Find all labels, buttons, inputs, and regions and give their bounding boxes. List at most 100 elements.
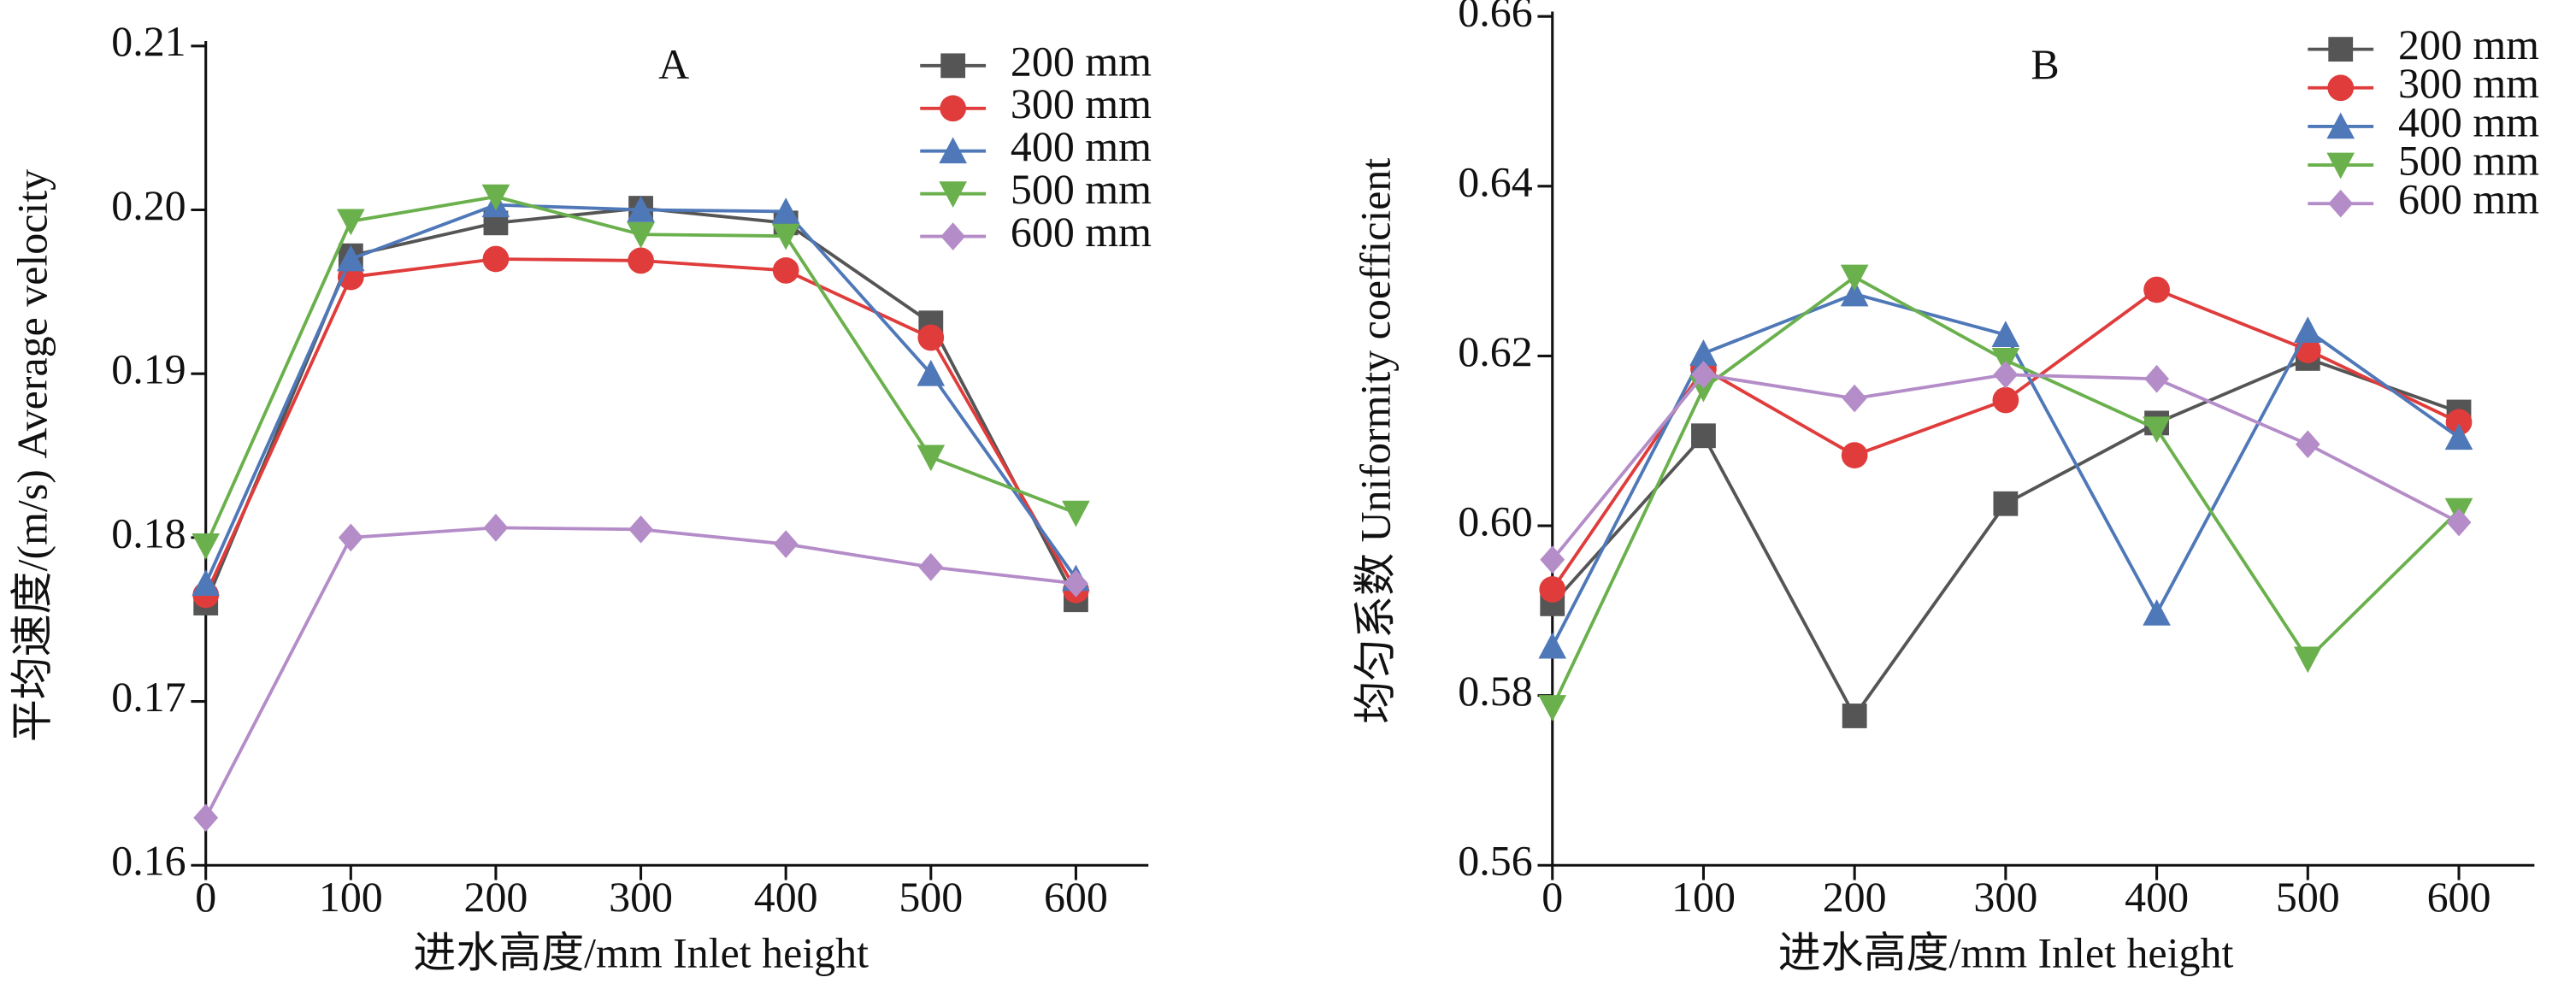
legend-marker [2327, 74, 2355, 102]
chart-title: A [658, 40, 689, 88]
marker [1993, 491, 2019, 516]
marker [483, 514, 509, 542]
marker [192, 569, 221, 596]
x-axis-label: 进水高度/mm Inlet height [1778, 928, 2234, 976]
x-tick-label: 0 [1541, 873, 1563, 921]
marker [482, 245, 510, 273]
legend-label: 400 mm [1011, 122, 1152, 170]
marker [2446, 508, 2472, 537]
marker [917, 324, 945, 351]
y-tick-label: 0.56 [1458, 837, 1532, 885]
x-tick-label: 400 [754, 873, 818, 921]
legend-label: 500 mm [1011, 165, 1152, 213]
legend-marker [2328, 189, 2354, 218]
series-line [203, 526, 1076, 819]
y-tick-label: 0.64 [1458, 157, 1532, 205]
legend-marker [2328, 37, 2354, 62]
legend-label: 300 mm [2398, 59, 2539, 107]
x-tick-label: 100 [319, 873, 383, 921]
x-tick-label: 500 [2276, 873, 2340, 921]
legend-label: 200 mm [2398, 21, 2539, 68]
marker [773, 530, 799, 558]
x-tick-label: 600 [1044, 873, 1108, 921]
marker [2444, 423, 2473, 450]
marker [336, 209, 365, 236]
legend-marker [940, 222, 966, 250]
marker [338, 523, 363, 552]
marker [628, 515, 653, 544]
y-tick-label: 0.16 [111, 837, 186, 885]
marker [2295, 430, 2320, 459]
marker [2293, 646, 2322, 674]
y-tick-label: 0.58 [1458, 667, 1532, 715]
marker [1691, 423, 1716, 449]
marker [2143, 598, 2171, 626]
marker [1538, 695, 1567, 721]
marker [1064, 569, 1088, 598]
marker [1842, 384, 1867, 413]
chart-title: B [2031, 40, 2059, 88]
legend-label: 400 mm [2398, 97, 2539, 145]
marker [1842, 704, 1867, 728]
marker [336, 244, 365, 272]
marker [1991, 321, 2020, 348]
legend-label: 200 mm [1011, 37, 1152, 85]
y-axis-label: 均匀系数 Uniformity coefficient [1352, 158, 1400, 724]
y-tick-label: 0.21 [111, 17, 186, 65]
x-tick-label: 300 [1973, 873, 2037, 921]
y-tick-label: 0.19 [111, 345, 186, 393]
marker [771, 223, 800, 250]
marker [627, 196, 655, 222]
y-axis-label: 平均速度/(m/s) Average velocity [8, 169, 56, 742]
legend-marker [2326, 152, 2355, 180]
legend-marker [940, 53, 966, 79]
marker [1062, 500, 1090, 527]
marker [1538, 632, 1567, 659]
legend-marker [939, 181, 967, 208]
marker [771, 197, 800, 224]
marker [1992, 386, 2019, 414]
legend-marker [2326, 112, 2355, 139]
marker [917, 445, 946, 472]
legend-label: 600 mm [1011, 208, 1152, 256]
marker [1840, 264, 1869, 291]
marker [1841, 442, 1868, 468]
marker [2143, 276, 2170, 303]
x-tick-label: 600 [2427, 873, 2491, 921]
y-tick-label: 0.18 [111, 509, 186, 556]
x-tick-label: 200 [1823, 873, 1887, 921]
x-tick-label: 400 [2125, 873, 2189, 921]
x-axis-label: 进水高度/mm Inlet height [413, 928, 869, 976]
x-tick-label: 100 [1671, 873, 1736, 921]
marker [917, 359, 946, 386]
marker [1840, 280, 1869, 307]
marker [772, 257, 799, 284]
marker [2293, 316, 2322, 344]
marker [1689, 339, 1718, 366]
legend-label: 600 mm [2398, 175, 2539, 223]
marker [1540, 545, 1565, 574]
marker [481, 184, 510, 211]
legend-label: 500 mm [2398, 136, 2539, 184]
marker [193, 804, 219, 832]
y-tick-label: 0.62 [1458, 327, 1532, 375]
x-tick-label: 300 [609, 873, 673, 921]
x-tick-label: 200 [463, 873, 528, 921]
x-tick-label: 500 [899, 873, 963, 921]
x-tick-label: 0 [195, 873, 216, 921]
marker [2445, 409, 2473, 436]
y-tick-label: 0.17 [111, 673, 186, 721]
legend-marker [939, 137, 967, 164]
y-tick-label: 0.60 [1458, 497, 1532, 545]
legend-marker [940, 95, 967, 122]
marker [2144, 364, 2170, 393]
marker [192, 533, 221, 560]
y-tick-label: 0.66 [1458, 0, 1532, 36]
series-line [203, 257, 1078, 596]
marker [2143, 416, 2171, 444]
marker [628, 247, 654, 274]
marker [918, 553, 944, 581]
y-tick-label: 0.20 [111, 181, 186, 229]
marker [627, 221, 655, 249]
